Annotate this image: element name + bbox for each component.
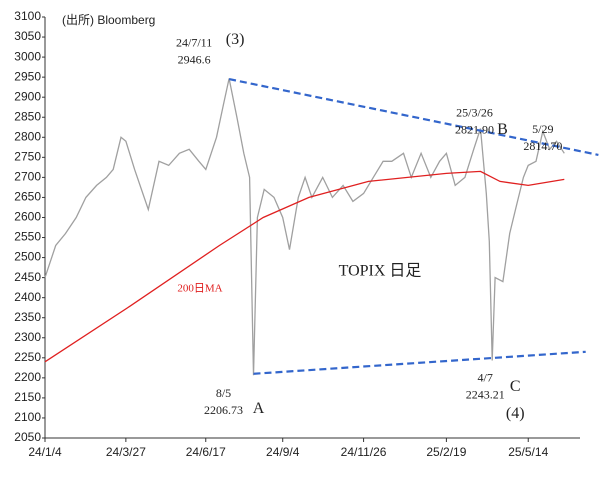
- x-tick-label: 25/5/14: [508, 445, 548, 459]
- annotation-date: 25/3/26: [456, 105, 493, 119]
- y-tick-label: 2850: [14, 109, 41, 123]
- annotation-tag: B: [497, 121, 508, 138]
- x-tick-label: 24/6/17: [186, 445, 226, 459]
- annotation-date: 24/7/11: [176, 35, 212, 49]
- line: [253, 350, 586, 375]
- x-tick-label: 24/1/4: [28, 445, 62, 459]
- annotation-tag: C: [510, 378, 521, 395]
- y-tick-label: 2150: [14, 390, 41, 404]
- annotation-value: 2814.70: [523, 139, 562, 153]
- y-tick-label: 2950: [14, 69, 41, 83]
- annotation-value: 2821.90: [455, 122, 494, 136]
- y-tick-label: 2300: [14, 330, 41, 344]
- y-tick-label: 2450: [14, 270, 41, 284]
- x-tick-label: 24/11/26: [341, 445, 387, 459]
- y-tick-label: 2600: [14, 210, 41, 224]
- annotation-date: 8/5: [216, 386, 231, 400]
- y-tick-label: 2550: [14, 230, 41, 244]
- line: [44, 170, 565, 363]
- y-tick-label: 3050: [14, 29, 41, 43]
- x-tick-label: 24/9/4: [266, 445, 300, 459]
- y-tick-label: 2650: [14, 190, 41, 204]
- annotation-date: 5/29: [532, 122, 553, 136]
- annotation-tag: A: [253, 400, 265, 417]
- annotation-value: 2946.6: [178, 52, 211, 66]
- line: [228, 78, 599, 156]
- annotation-tag: (4): [506, 405, 525, 422]
- y-tick-label: 2750: [14, 150, 41, 164]
- y-tick-label: 3000: [14, 49, 41, 63]
- y-tick-label: 2100: [14, 410, 41, 424]
- y-tick-label: 2350: [14, 310, 41, 324]
- x-tick-label: 24/3/27: [106, 445, 146, 459]
- y-tick-label: 2400: [14, 290, 41, 304]
- y-tick-label: 3100: [14, 9, 41, 23]
- y-tick-label: 2250: [14, 350, 41, 364]
- y-tick-label: 2200: [14, 370, 41, 384]
- y-tick-label: 2500: [14, 250, 41, 264]
- x-tick-label: 25/2/19: [426, 445, 466, 459]
- y-tick-label: 2050: [14, 430, 41, 444]
- annotation-value: 2243.21: [466, 387, 505, 401]
- annotation-value: 2206.73: [204, 403, 243, 417]
- chart-title: TOPIX 日足: [339, 263, 422, 280]
- legend-label: 200日MA: [177, 283, 222, 295]
- annotation-date: 4/7: [478, 370, 493, 384]
- line: [44, 78, 565, 376]
- source: (出所) Bloomberg: [62, 13, 155, 27]
- annotation-tag: (3): [226, 31, 245, 48]
- y-tick-label: 2700: [14, 170, 41, 184]
- y-tick-label: 2900: [14, 89, 41, 103]
- y-tick-label: 2800: [14, 129, 41, 143]
